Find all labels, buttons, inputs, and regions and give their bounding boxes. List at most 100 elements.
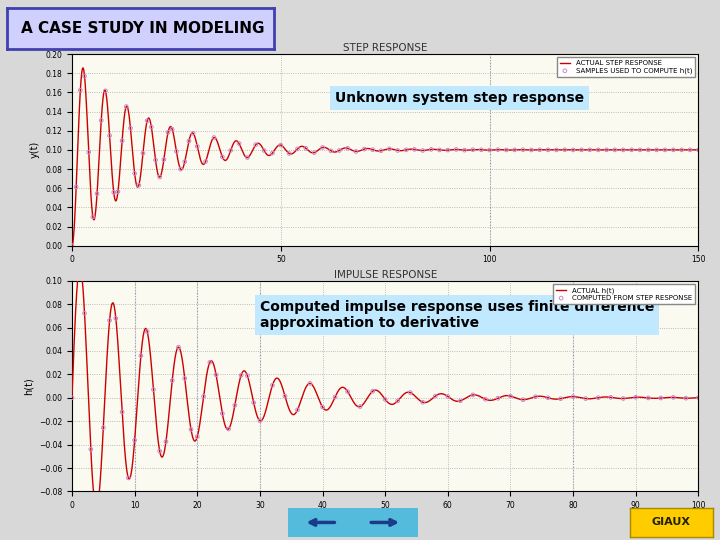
- COMPUTED FROM STEP RESPONSE: [78, 309, 90, 318]
- ACTUAL STEP RESPONSE: [181, 153, 190, 159]
- SAMPLES USED TO COMPUTE h(t): [500, 146, 512, 154]
- SAMPLES USED TO COMPUTE h(t): [350, 147, 361, 156]
- SAMPLES USED TO COMPUTE h(t): [175, 165, 186, 173]
- COMPUTED FROM STEP RESPONSE: [248, 399, 259, 407]
- Text: Computed impulse response uses finite difference
approximation to derivative: Computed impulse response uses finite di…: [260, 300, 654, 330]
- SAMPLES USED TO COMPUTE h(t): [187, 129, 199, 138]
- SAMPLES USED TO COMPUTE h(t): [600, 145, 612, 154]
- COMPUTED FROM STEP RESPONSE: [680, 394, 692, 402]
- COMPUTED FROM STEP RESPONSE: [254, 416, 266, 425]
- COMPUTED FROM STEP RESPONSE: [154, 447, 166, 455]
- SAMPLES USED TO COMPUTE h(t): [342, 144, 354, 153]
- SAMPLES USED TO COMPUTE h(t): [459, 146, 470, 154]
- SAMPLES USED TO COMPUTE h(t): [208, 133, 220, 142]
- COMPUTED FROM STEP RESPONSE: [542, 394, 554, 402]
- SAMPLES USED TO COMPUTE h(t): [576, 145, 588, 154]
- SAMPLES USED TO COMPUTE h(t): [426, 145, 437, 154]
- ACTUAL h(t): [92, 506, 101, 512]
- COMPUTED FROM STEP RESPONSE: [517, 395, 528, 404]
- SAMPLES USED TO COMPUTE h(t): [171, 147, 182, 156]
- SAMPLES USED TO COMPUTE h(t): [451, 145, 462, 154]
- SAMPLES USED TO COMPUTE h(t): [83, 148, 94, 157]
- COMPUTED FROM STEP RESPONSE: [593, 393, 604, 402]
- COMPUTED FROM STEP RESPONSE: [235, 371, 247, 380]
- SAMPLES USED TO COMPUTE h(t): [359, 145, 370, 153]
- COMPUTED FROM STEP RESPONSE: [229, 401, 240, 409]
- SAMPLES USED TO COMPUTE h(t): [660, 146, 671, 154]
- COMPUTED FROM STEP RESPONSE: [104, 316, 115, 325]
- COMPUTED FROM STEP RESPONSE: [166, 376, 178, 385]
- SAMPLES USED TO COMPUTE h(t): [292, 145, 303, 153]
- COMPUTED FROM STEP RESPONSE: [217, 409, 228, 418]
- SAMPLES USED TO COMPUTE h(t): [129, 169, 140, 178]
- SAMPLES USED TO COMPUTE h(t): [667, 145, 679, 154]
- COMPUTED FROM STEP RESPONSE: [210, 370, 222, 379]
- SAMPLES USED TO COMPUTE h(t): [158, 155, 170, 164]
- COMPUTED FROM STEP RESPONSE: [292, 406, 303, 414]
- COMPUTED FROM STEP RESPONSE: [117, 408, 128, 416]
- SAMPLES USED TO COMPUTE h(t): [141, 117, 153, 125]
- COMPUTED FROM STEP RESPONSE: [630, 393, 642, 402]
- COMPUTED FROM STEP RESPONSE: [204, 358, 215, 367]
- SAMPLES USED TO COMPUTE h(t): [526, 146, 537, 154]
- COMPUTED FROM STEP RESPONSE: [122, 474, 134, 482]
- SAMPLES USED TO COMPUTE h(t): [693, 145, 704, 154]
- Y-axis label: h(t): h(t): [23, 377, 33, 395]
- SAMPLES USED TO COMPUTE h(t): [392, 146, 403, 155]
- COMPUTED FROM STEP RESPONSE: [405, 388, 416, 397]
- ACTUAL h(t): [694, 394, 703, 401]
- ACTUAL STEP RESPONSE: [307, 150, 316, 156]
- COMPUTED FROM STEP RESPONSE: [580, 394, 591, 403]
- SAMPLES USED TO COMPUTE h(t): [120, 102, 132, 111]
- COMPUTED FROM STEP RESPONSE: [480, 395, 491, 403]
- COMPUTED FROM STEP RESPONSE: [141, 327, 153, 336]
- SAMPLES USED TO COMPUTE h(t): [559, 145, 570, 154]
- COMPUTED FROM STEP RESPONSE: [567, 393, 579, 401]
- COMPUTED FROM STEP RESPONSE: [467, 390, 479, 399]
- Line: ACTUAL STEP RESPONSE: ACTUAL STEP RESPONSE: [72, 68, 698, 246]
- SAMPLES USED TO COMPUTE h(t): [384, 145, 395, 153]
- SAMPLES USED TO COMPUTE h(t): [96, 116, 107, 125]
- COMPUTED FROM STEP RESPONSE: [693, 393, 704, 402]
- ACTUAL h(t): [583, 395, 592, 402]
- ACTUAL STEP RESPONSE: [582, 146, 591, 153]
- COMPUTED FROM STEP RESPONSE: [655, 394, 667, 402]
- COMPUTED FROM STEP RESPONSE: [367, 387, 379, 396]
- SAMPLES USED TO COMPUTE h(t): [117, 137, 128, 145]
- Text: GIAUX: GIAUX: [652, 517, 691, 528]
- SAMPLES USED TO COMPUTE h(t): [200, 157, 212, 166]
- SAMPLES USED TO COMPUTE h(t): [150, 156, 161, 164]
- ACTUAL h(t): [68, 395, 76, 401]
- Line: ACTUAL h(t): ACTUAL h(t): [72, 268, 698, 509]
- SAMPLES USED TO COMPUTE h(t): [125, 124, 136, 132]
- COMPUTED FROM STEP RESPONSE: [66, 394, 78, 402]
- SAMPLES USED TO COMPUTE h(t): [542, 145, 554, 154]
- SAMPLES USED TO COMPUTE h(t): [467, 145, 479, 154]
- COMPUTED FROM STEP RESPONSE: [97, 423, 109, 432]
- SAMPLES USED TO COMPUTE h(t): [112, 187, 124, 196]
- COMPUTED FROM STEP RESPONSE: [223, 424, 235, 433]
- COMPUTED FROM STEP RESPONSE: [442, 392, 454, 401]
- Text: Unknown system step response: Unknown system step response: [335, 91, 584, 105]
- SAMPLES USED TO COMPUTE h(t): [417, 146, 428, 155]
- COMPUTED FROM STEP RESPONSE: [354, 402, 366, 411]
- ACTUAL STEP RESPONSE: [694, 146, 703, 153]
- Legend: ACTUAL h(t), COMPUTED FROM STEP RESPONSE: ACTUAL h(t), COMPUTED FROM STEP RESPONSE: [553, 284, 695, 303]
- SAMPLES USED TO COMPUTE h(t): [442, 146, 454, 154]
- COMPUTED FROM STEP RESPONSE: [192, 433, 203, 441]
- COMPUTED FROM STEP RESPONSE: [85, 445, 96, 454]
- SAMPLES USED TO COMPUTE h(t): [676, 146, 688, 154]
- COMPUTED FROM STEP RESPONSE: [392, 396, 403, 405]
- SAMPLES USED TO COMPUTE h(t): [534, 145, 546, 154]
- ACTUAL h(t): [535, 393, 544, 400]
- SAMPLES USED TO COMPUTE h(t): [517, 145, 528, 154]
- SAMPLES USED TO COMPUTE h(t): [409, 145, 420, 154]
- ACTUAL STEP RESPONSE: [475, 146, 484, 153]
- Title: IMPULSE RESPONSE: IMPULSE RESPONSE: [333, 270, 437, 280]
- COMPUTED FROM STEP RESPONSE: [91, 504, 103, 512]
- COMPUTED FROM STEP RESPONSE: [317, 403, 328, 411]
- Legend: ACTUAL STEP RESPONSE, SAMPLES USED TO COMPUTE h(t): ACTUAL STEP RESPONSE, SAMPLES USED TO CO…: [557, 57, 695, 77]
- SAMPLES USED TO COMPUTE h(t): [308, 148, 320, 157]
- ACTUAL h(t): [181, 387, 190, 393]
- SAMPLES USED TO COMPUTE h(t): [367, 145, 379, 154]
